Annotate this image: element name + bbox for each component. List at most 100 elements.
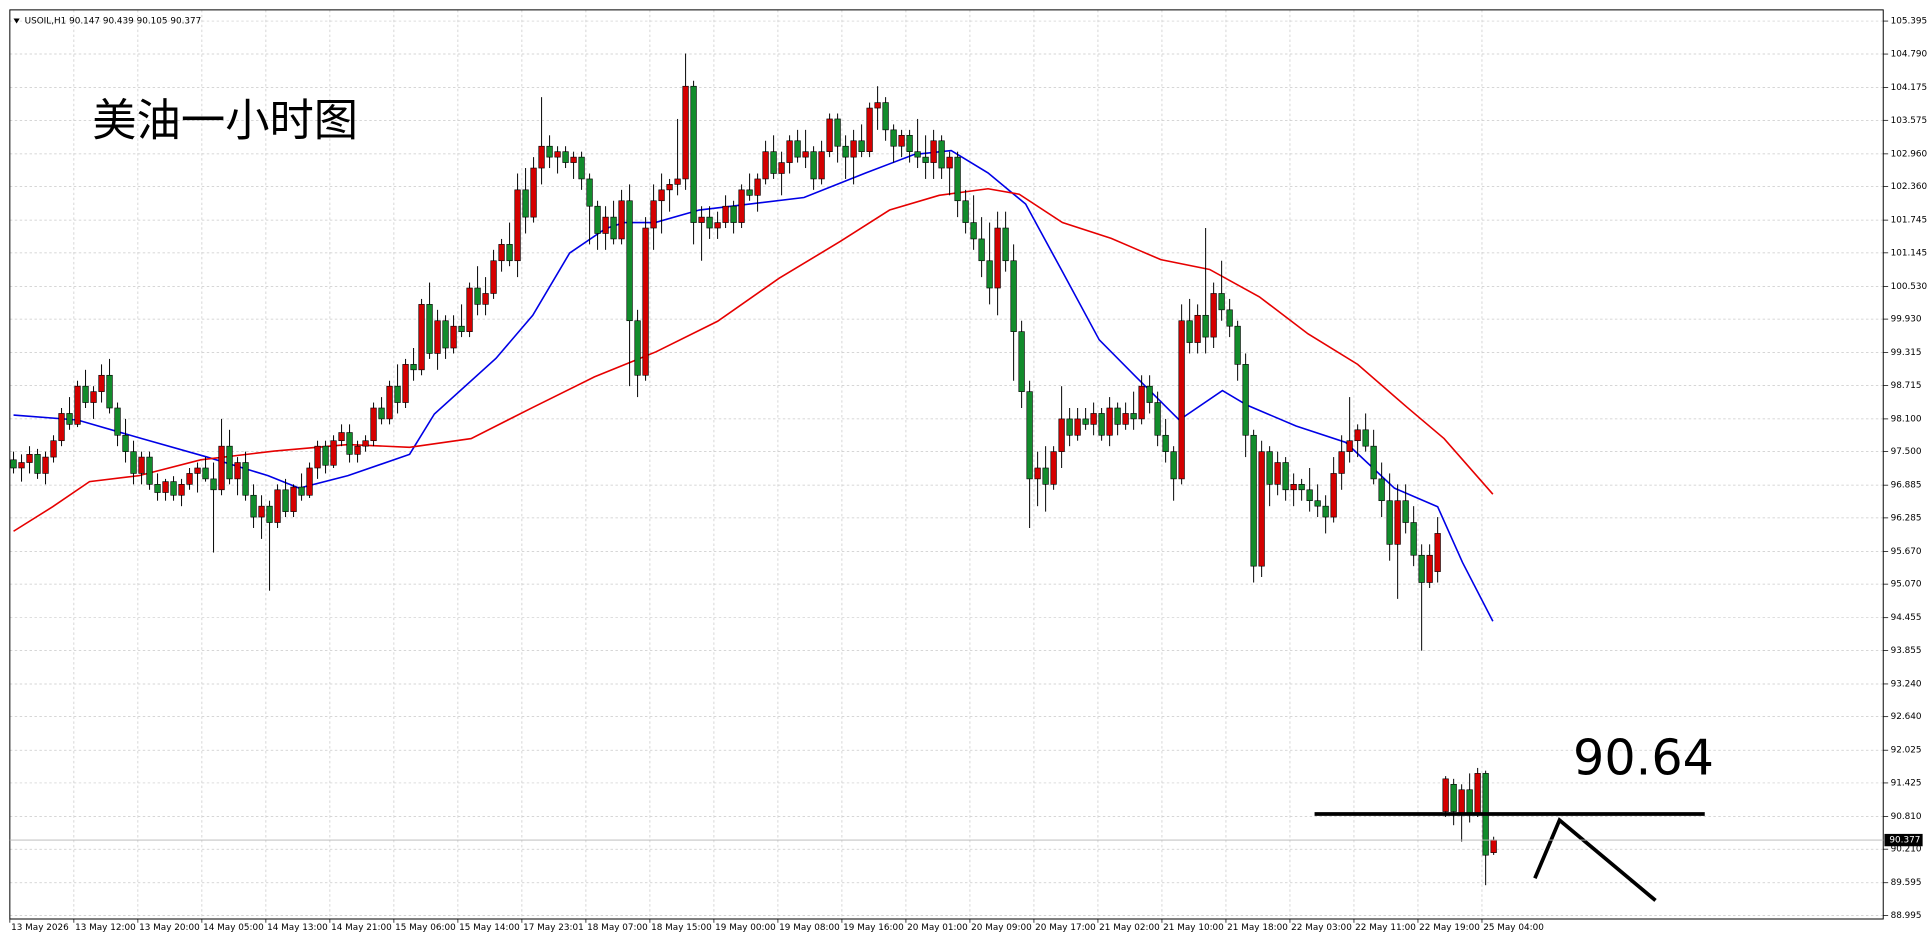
- candle-body: [506, 244, 513, 262]
- x-tick-label: 14 May 21:00: [331, 923, 392, 933]
- candle-body: [1194, 314, 1201, 343]
- y-tick-label: 90.210: [1891, 845, 1922, 855]
- candle-body: [874, 102, 881, 109]
- x-tick-label: 15 May 06:00: [395, 923, 456, 933]
- candle-body: [1250, 434, 1257, 567]
- y-tick-label: 102.360: [1891, 182, 1928, 192]
- candle-body: [1234, 325, 1241, 365]
- last-price-box: [1884, 833, 1923, 847]
- candle-body: [1490, 839, 1497, 853]
- candle-body: [226, 445, 233, 480]
- candle-body: [1058, 418, 1065, 452]
- candle-body: [282, 489, 289, 512]
- candle-body: [986, 260, 993, 289]
- candle-body: [1362, 429, 1369, 447]
- y-tick-label: 92.640: [1891, 712, 1922, 722]
- candle-body: [50, 440, 57, 458]
- candle-body: [922, 156, 929, 163]
- x-tick-label: 21 May 18:00: [1227, 923, 1288, 933]
- candle-body: [1346, 440, 1353, 452]
- candle-body: [810, 151, 817, 180]
- grid: [9, 9, 1884, 920]
- candle-body: [458, 325, 465, 332]
- candle-body: [610, 216, 617, 240]
- y-tick-label: 96.885: [1891, 481, 1922, 491]
- y-tick-label: 96.285: [1891, 513, 1922, 523]
- x-tick-label: 15 May 14:00: [459, 923, 520, 933]
- candle-body: [1402, 500, 1409, 523]
- candle-body: [490, 260, 497, 294]
- candle-body: [1074, 418, 1081, 436]
- x-tick-label: 20 May 01:00: [907, 923, 968, 933]
- header: USOIL,H1 90.147 90.439 90.105 90.377: [25, 16, 202, 26]
- x-tick-label: 19 May 16:00: [843, 923, 904, 933]
- candle-body: [258, 505, 265, 518]
- candle-body: [410, 364, 417, 371]
- y-tick-label: 99.315: [1891, 348, 1922, 358]
- candle-body: [1042, 467, 1049, 485]
- candle-body: [1154, 402, 1161, 436]
- y-tick-label: 91.425: [1891, 778, 1922, 788]
- candle-body: [1050, 451, 1057, 485]
- candle-body: [1202, 314, 1209, 338]
- candle-body: [738, 189, 745, 223]
- candle-body: [1282, 462, 1289, 491]
- candle-body: [186, 473, 193, 485]
- candle-body: [362, 440, 369, 447]
- candle-body: [866, 107, 873, 152]
- candle-body: [1266, 451, 1273, 485]
- candle-body: [434, 320, 441, 354]
- candle-body: [178, 484, 185, 496]
- candle-body: [826, 118, 833, 152]
- candle-body: [746, 189, 753, 196]
- y-tick-label: 95.070: [1891, 580, 1922, 590]
- candle-body: [1290, 484, 1297, 491]
- x-tick-label: 20 May 09:00: [971, 923, 1032, 933]
- candle-body: [1450, 783, 1457, 812]
- candle-body: [1394, 500, 1401, 545]
- candle-body: [466, 287, 473, 332]
- candle-body: [26, 454, 33, 463]
- x-tick-label: 19 May 00:00: [715, 923, 776, 933]
- candle-body: [306, 467, 313, 496]
- candle-body: [1226, 309, 1233, 327]
- candle-body: [82, 385, 89, 403]
- candle-body: [66, 413, 73, 425]
- candle-body: [890, 129, 897, 147]
- x-tick-label: 20 May 17:00: [1035, 923, 1096, 933]
- candle-body: [1138, 385, 1145, 420]
- y-tick-label: 90.810: [1891, 812, 1922, 822]
- candle-body: [1026, 391, 1033, 480]
- candle-body: [138, 456, 145, 474]
- candle-body: [1186, 320, 1193, 343]
- candle-body: [626, 200, 633, 322]
- candle-body: [122, 434, 129, 452]
- candle-body: [642, 227, 649, 376]
- candle-body: [114, 407, 121, 436]
- x-tick-label: 13 May 2026: [11, 923, 69, 933]
- x-tick-label: 22 May 11:00: [1355, 923, 1416, 933]
- candle-body: [322, 445, 329, 466]
- candle-body: [634, 320, 641, 376]
- candle-body: [682, 85, 689, 180]
- candle-body: [1090, 413, 1097, 425]
- x-tick-label: 13 May 20:00: [139, 923, 200, 933]
- y-tick-label: 89.595: [1891, 878, 1922, 888]
- candle-body: [906, 135, 913, 152]
- candle-body: [194, 467, 201, 474]
- y-tick-label: 101.145: [1891, 248, 1928, 258]
- y-tick-label: 101.745: [1891, 216, 1928, 226]
- candle-body: [146, 456, 153, 485]
- candle-body: [106, 374, 113, 409]
- y-tick-label: 103.575: [1891, 116, 1928, 126]
- candle-body: [1018, 331, 1025, 392]
- candle-body: [1146, 385, 1153, 403]
- candle-body: [154, 484, 161, 493]
- candle-body: [42, 456, 49, 474]
- candle-body: [1354, 429, 1361, 442]
- candle-body: [346, 432, 353, 455]
- candle-body: [714, 222, 721, 229]
- candle-body: [1122, 413, 1129, 425]
- candle-body: [1162, 434, 1169, 452]
